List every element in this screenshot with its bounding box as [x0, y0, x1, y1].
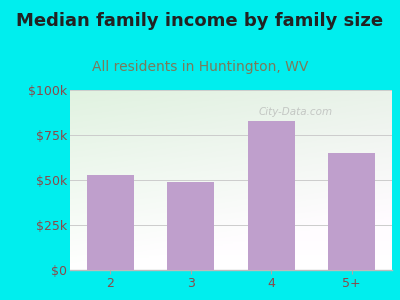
Text: City-Data.com: City-Data.com — [258, 106, 332, 117]
Bar — [168, 182, 214, 270]
Text: Median family income by family size: Median family income by family size — [16, 12, 384, 30]
Bar — [248, 121, 294, 270]
Bar — [328, 153, 375, 270]
Bar — [87, 175, 134, 270]
Text: All residents in Huntington, WV: All residents in Huntington, WV — [92, 60, 308, 74]
